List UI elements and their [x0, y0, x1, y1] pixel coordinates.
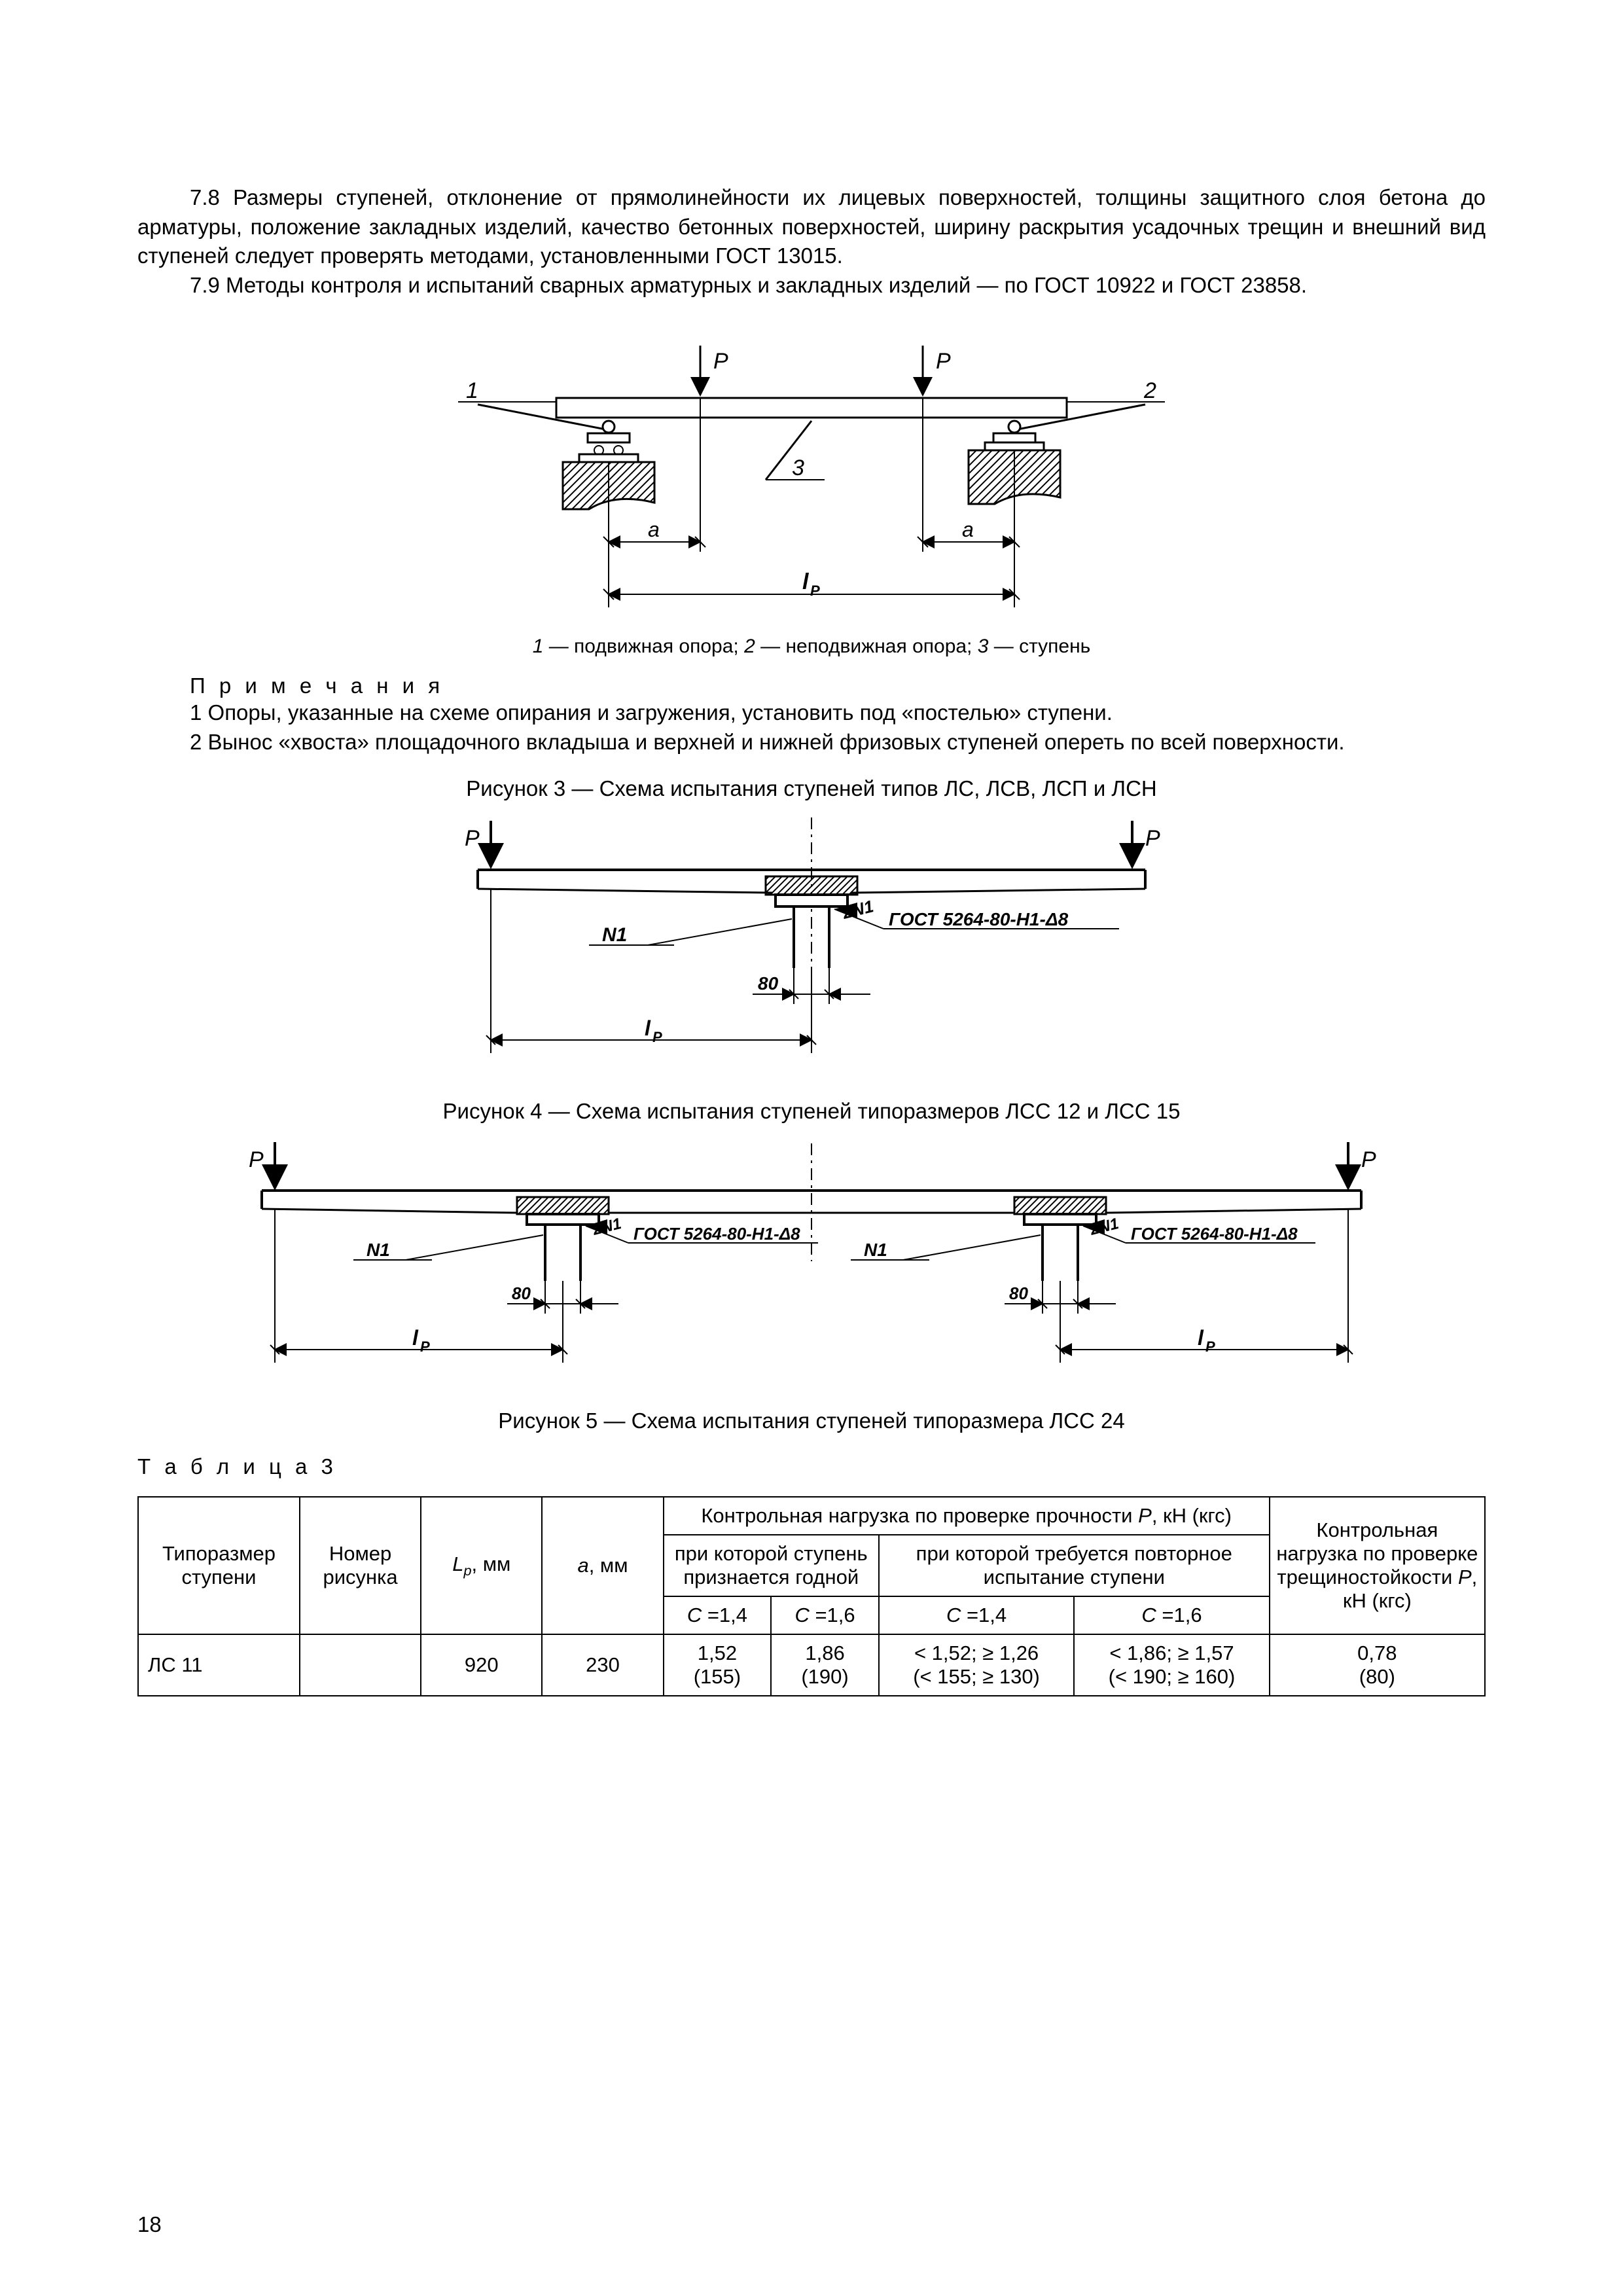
fig3-label-P-left: P	[713, 349, 728, 374]
fig3-dim-a-right: a	[962, 518, 974, 541]
note-2: 2 Вынос «хвоста» площадочного вкладыша и…	[137, 728, 1486, 757]
th-c14a: C =1,4	[664, 1596, 772, 1634]
fig3-label-1: 1	[466, 378, 478, 403]
fig3-dim-a-left: a	[648, 518, 660, 541]
th-lp: Lp, мм	[421, 1497, 542, 1634]
th-c16a: C =1,6	[771, 1596, 879, 1634]
table-3: Типоразмер ступени Номер рисунка Lp, мм …	[137, 1496, 1486, 1696]
th-a: a, мм	[542, 1497, 663, 1634]
fig5-label-N1-right: N1	[864, 1240, 887, 1260]
td-type: ЛС 11	[138, 1634, 300, 1696]
fig4-label-N1: N1	[602, 924, 627, 946]
th-c16b: C =1,6	[1074, 1596, 1269, 1634]
notes-heading: П р и м е ч а н и я	[137, 673, 1486, 698]
fig4-dim-lp-l: l	[645, 1016, 651, 1040]
paragraph-7-8: 7.8 Размеры ступеней, отклонение от прям…	[137, 183, 1486, 271]
figure-5-caption: Рисунок 5 — Схема испытания ступеней тип…	[137, 1408, 1486, 1433]
figure-3-caption: Рисунок 3 — Схема испытания ступеней тип…	[137, 776, 1486, 801]
fig4-label-P-right: P	[1145, 826, 1160, 851]
fig5-label-gost-left: ГОСТ 5264-80-Н1-Δ8	[633, 1224, 800, 1244]
th-crack: Контрольная нагрузка по проверке трещино…	[1270, 1497, 1485, 1634]
fig5-label-N1-left: N1	[366, 1240, 390, 1260]
fig5-dim-80-right: 80	[1009, 1283, 1028, 1303]
figure-5: P P N1	[137, 1137, 1486, 1389]
fig3-dim-lp-p: P	[810, 583, 820, 599]
fig3-label-2: 2	[1143, 378, 1156, 403]
fig3-dim-lp-l: l	[802, 569, 810, 594]
table-3-title: Т а б л и ц а 3	[137, 1454, 1486, 1479]
fig5-dim-80-left: 80	[512, 1283, 531, 1303]
figure-4-caption: Рисунок 4 — Схема испытания ступеней тип…	[137, 1099, 1486, 1124]
fig5-label-P-right: P	[1361, 1147, 1376, 1172]
page-number: 18	[137, 2212, 162, 2237]
fig5-dim-lp-left-p: P	[420, 1338, 430, 1355]
figure-3: P P 1 2	[137, 332, 1486, 624]
fig5-dim-lp-left-l: l	[412, 1326, 419, 1350]
fig4-dim-80: 80	[758, 973, 779, 994]
fig3-label-3: 3	[792, 456, 804, 480]
table-row: ЛС 11 920 230 1,52(155) 1,86(190) < 1,52…	[138, 1634, 1485, 1696]
td-crack: 0,78(80)	[1270, 1634, 1485, 1696]
td-c16a: 1,86(190)	[771, 1634, 879, 1696]
table-row: Типоразмер ступени Номер рисунка Lp, мм …	[138, 1497, 1485, 1535]
td-c14b: < 1,52; ≥ 1,26(< 155; ≥ 130)	[879, 1634, 1074, 1696]
fig5-dim-lp-right-p: P	[1205, 1338, 1215, 1355]
td-fig	[300, 1634, 421, 1696]
fig4-label-gost: ГОСТ 5264-80-Н1-Δ8	[889, 909, 1069, 929]
fig4-label-P-left: P	[465, 826, 480, 851]
th-strength: Контрольная нагрузка по проверке прочнос…	[664, 1497, 1270, 1535]
fig4-dim-lp-p: P	[652, 1029, 662, 1045]
th-good: при которой ступень признается годной	[664, 1535, 879, 1596]
td-c16b: < 1,86; ≥ 1,57(< 190; ≥ 160)	[1074, 1634, 1269, 1696]
td-lp: 920	[421, 1634, 542, 1696]
figure-3-legend: 1 — подвижная опора; 2 — неподвижная опо…	[137, 636, 1486, 658]
fig3-label-P-right: P	[936, 349, 951, 374]
figure-4: P P N1	[137, 814, 1486, 1079]
td-a: 230	[542, 1634, 663, 1696]
paragraph-7-9: 7.9 Методы контроля и испытаний сварных …	[137, 271, 1486, 300]
th-fig: Номер рисунка	[300, 1497, 421, 1634]
fig5-label-gost-right: ГОСТ 5264-80-Н1-Δ8	[1131, 1224, 1298, 1244]
td-c14a: 1,52(155)	[664, 1634, 772, 1696]
fig5-label-P-left: P	[249, 1147, 264, 1172]
fig5-dim-lp-right-l: l	[1198, 1326, 1204, 1350]
th-type: Типоразмер ступени	[138, 1497, 300, 1634]
th-retest: при которой требуется повторное испытани…	[879, 1535, 1270, 1596]
note-1: 1 Опоры, указанные на схеме опирания и з…	[137, 698, 1486, 728]
th-c14b: C =1,4	[879, 1596, 1074, 1634]
